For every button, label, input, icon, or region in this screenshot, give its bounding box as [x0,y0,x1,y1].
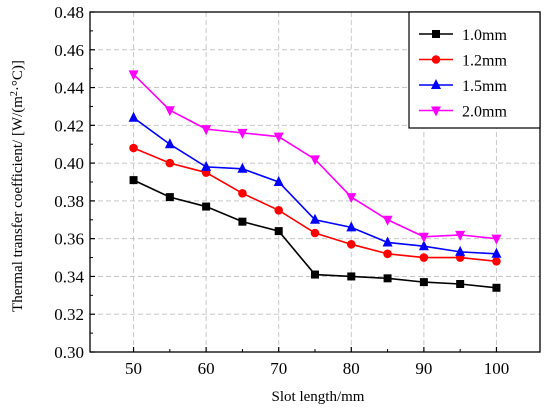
legend-label: 1.2mm [462,53,507,70]
y-tick-label: 0.38 [54,192,84,211]
legend-label: 1.5mm [462,78,507,95]
data-point [455,230,466,241]
legend: 1.0mm 1.2mm 1.5mm 2.0mm [408,11,541,129]
data-point [237,128,248,139]
data-point [418,240,429,251]
y-axis-title-sup: 2 [9,91,20,96]
y-tick-label: 0.42 [54,116,84,135]
data-point [347,272,356,281]
data-point [382,215,393,226]
series-1-5mm [128,111,502,258]
data-point [274,227,283,236]
legend-marker [432,30,440,38]
x-tick-label: 60 [198,359,215,378]
data-point [274,206,284,215]
x-tick-label: 70 [270,359,287,378]
data-point [201,125,212,136]
series-1-0mm [129,176,501,292]
data-point [201,160,212,171]
data-point [238,189,247,198]
data-point [238,217,247,226]
data-point [418,232,429,243]
data-point [165,158,175,168]
x-tick-label: 50 [125,359,142,378]
data-point [492,283,501,292]
data-point [129,143,138,153]
data-point [491,234,502,245]
data-point [346,193,357,204]
y-tick-label: 0.48 [54,3,84,22]
data-point [164,138,175,149]
legend-label: 1.0mm [462,27,507,44]
legend-marker [431,79,441,89]
data-point [383,249,392,259]
x-axis-title: Slot length/mm [272,389,365,405]
data-point [202,202,211,211]
y-tick-label: 0.44 [54,79,84,98]
data-point [310,228,320,238]
legend-marker [431,55,441,64]
data-point [311,270,319,279]
x-tick-label: 80 [343,359,360,378]
data-point [346,240,356,249]
y-tick-label: 0.34 [54,267,84,286]
data-point [310,155,320,166]
data-point [383,274,392,283]
legend-box [408,11,541,129]
data-point [419,278,428,287]
data-point [491,247,502,258]
data-point [128,111,139,122]
series-layer [128,70,502,292]
y-tick-label: 0.30 [54,343,84,362]
y-tick-label: 0.32 [54,305,84,324]
data-point [346,221,357,232]
data-point [129,176,138,185]
data-point [456,280,465,288]
data-point [273,132,284,143]
data-point [273,176,284,186]
data-point [419,253,429,262]
data-point [237,162,248,173]
x-tick-label: 100 [484,359,510,378]
y-axis-title: Thermal transfer coefficient/ [W/(m2·°C)… [9,60,27,312]
series-1-2mm [129,143,501,266]
data-point [455,245,466,256]
data-point [165,193,174,202]
y-tick-label: 0.36 [54,230,84,249]
axes: 0.30 0.32 0.34 0.36 0.38 0.40 0.42 0.44 0.46 0.48… [54,3,509,378]
data-point [164,106,175,117]
y-tick-label: 0.46 [54,41,84,60]
data-point [492,257,501,266]
data-point [128,70,139,81]
legend-label: 2.0mm [462,104,507,121]
series-2-0mm [128,70,502,245]
legend-marker [431,106,441,117]
y-tick-label: 0.40 [54,154,84,173]
y-axis-title-prefix: Thermal transfer coefficient/ [W/(m [10,96,26,312]
data-point [310,213,320,224]
x-tick-label: 90 [415,359,432,378]
data-point [382,236,393,247]
y-axis-title-suffix: ·°C)] [10,60,26,91]
